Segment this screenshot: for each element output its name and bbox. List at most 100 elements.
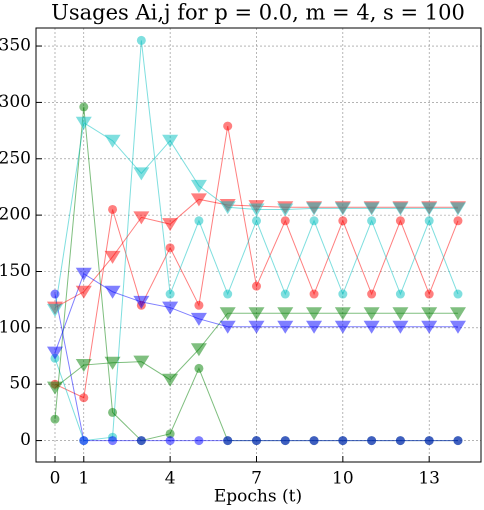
point-marker [190, 193, 207, 207]
point-marker [162, 134, 179, 148]
point-marker [392, 320, 409, 334]
point-marker [136, 35, 146, 45]
point-marker [165, 436, 175, 446]
point-marker [50, 414, 60, 424]
point-marker [75, 285, 92, 299]
x-tick-label: 13 [418, 469, 440, 489]
point-marker [280, 289, 290, 299]
point-marker [162, 218, 179, 232]
point-marker [363, 202, 380, 216]
point-marker [46, 381, 63, 395]
x-tick-label: 0 [50, 469, 61, 489]
point-marker [367, 289, 377, 299]
point-marker [453, 436, 463, 446]
point-marker [367, 436, 377, 446]
point-marker [223, 121, 233, 131]
point-marker [194, 436, 204, 446]
x-axis-label: Epochs (t) [214, 487, 302, 507]
point-marker [190, 312, 207, 326]
point-marker [194, 216, 204, 226]
point-marker [392, 202, 409, 216]
point-marker [280, 436, 290, 446]
x-tick-label: 1 [78, 469, 89, 489]
point-marker [219, 320, 236, 334]
point-marker [367, 216, 377, 226]
point-marker [363, 307, 380, 321]
point-marker [104, 285, 121, 299]
point-marker [104, 134, 121, 148]
point-marker [136, 436, 146, 446]
point-marker [251, 281, 261, 291]
point-marker [165, 429, 175, 439]
point-marker [306, 307, 323, 321]
point-marker [449, 320, 466, 334]
point-marker [79, 102, 89, 112]
point-marker [133, 167, 150, 181]
point-marker [424, 216, 434, 226]
point-marker [309, 289, 319, 299]
point-marker [75, 359, 92, 373]
y-tick-label: 0 [20, 430, 31, 450]
point-marker [338, 436, 348, 446]
point-marker [277, 203, 294, 217]
point-marker [79, 436, 89, 446]
point-marker [453, 216, 463, 226]
point-marker [392, 307, 409, 321]
point-marker [75, 267, 92, 281]
point-marker [363, 320, 380, 334]
point-marker [194, 363, 204, 373]
point-marker [194, 300, 204, 310]
point-marker [190, 179, 207, 193]
point-marker [424, 289, 434, 299]
point-marker [223, 436, 233, 446]
y-tick-label: 300 [0, 92, 31, 112]
y-tick-label: 200 [0, 205, 31, 225]
point-marker [46, 303, 63, 317]
point-marker [190, 343, 207, 357]
point-marker [46, 346, 63, 360]
point-marker [395, 216, 405, 226]
point-marker [449, 307, 466, 321]
point-marker [248, 203, 265, 217]
point-marker [338, 289, 348, 299]
point-marker [133, 295, 150, 309]
point-marker [338, 216, 348, 226]
point-marker [79, 393, 89, 403]
point-marker [219, 201, 236, 215]
point-marker [277, 320, 294, 334]
point-marker [306, 202, 323, 216]
point-marker [248, 320, 265, 334]
point-marker [251, 436, 261, 446]
y-tick-label: 50 [9, 374, 31, 394]
point-marker [75, 116, 92, 130]
point-marker [104, 356, 121, 370]
point-marker [223, 289, 233, 299]
point-marker [334, 202, 351, 216]
x-tick-label: 4 [165, 469, 176, 489]
point-marker [334, 320, 351, 334]
point-marker [277, 307, 294, 321]
x-tick-label: 7 [251, 469, 262, 489]
point-marker [162, 301, 179, 315]
point-marker [108, 204, 118, 214]
y-tick-label: 350 [0, 36, 31, 56]
point-marker [133, 355, 150, 369]
point-marker [165, 243, 175, 253]
point-marker [108, 407, 118, 417]
point-marker [449, 202, 466, 216]
point-marker [280, 216, 290, 226]
point-marker [248, 307, 265, 321]
point-marker [421, 307, 438, 321]
point-marker [306, 320, 323, 334]
point-marker [108, 436, 118, 446]
point-marker [421, 202, 438, 216]
y-tick-label: 250 [0, 148, 31, 168]
y-tick-label: 100 [0, 317, 31, 337]
point-marker [453, 289, 463, 299]
point-marker [309, 216, 319, 226]
point-marker [104, 250, 121, 264]
y-tick-label: 150 [0, 261, 31, 281]
point-marker [251, 216, 261, 226]
chart-title: Usages Ai,j for p = 0.0, m = 4, s = 100 [51, 1, 465, 25]
